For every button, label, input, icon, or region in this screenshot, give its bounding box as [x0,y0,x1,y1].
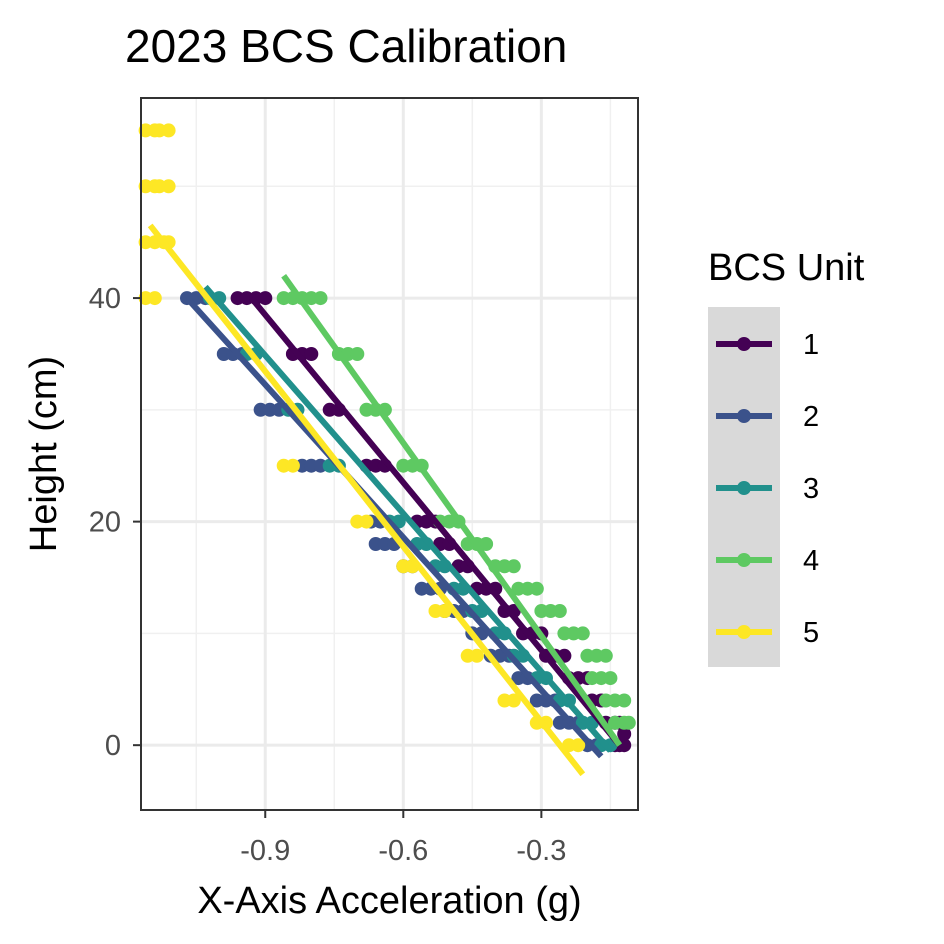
series-3-fit-line [203,284,613,753]
legend-label: 4 [803,545,819,577]
data-point [161,123,176,138]
legend-key-point [737,409,751,423]
data-point [359,514,374,529]
plot-border [140,97,639,811]
x-tick-label: -0.9 [240,835,290,867]
legend-label: 5 [803,617,819,649]
y-axis-title: Height (cm) [23,356,65,552]
legend-item-1: 1 [716,329,819,361]
data-point [506,559,521,574]
data-point [617,693,632,708]
data-point [258,291,273,306]
data-point [575,626,590,641]
x-axis-title: X-Axis Acceleration (g) [197,880,581,922]
data-point [529,581,544,596]
data-point [313,291,328,306]
series-4-fit-line [281,273,623,747]
legend-item-4: 4 [716,545,819,577]
series-5-fit-line [147,223,586,777]
data-point [506,693,521,708]
data-point [161,179,176,194]
legend-item-5: 5 [716,617,819,649]
legend-key-point [737,553,751,567]
y-tick-label: 40 [89,283,121,315]
series-1-fit-line [249,296,622,748]
chart-title: 2023 BCS Calibration [125,20,567,72]
legend-label: 3 [803,473,819,505]
legend-key-point [737,481,751,495]
data-point [479,537,494,551]
legend: BCS Unit 1 2 3 4 5 [708,247,865,667]
legend-label: 1 [803,329,819,361]
legend-item-3: 3 [716,473,819,505]
x-tick-label: -0.3 [516,835,566,867]
data-point [598,648,613,663]
legend-key-point [737,625,751,639]
series-layer [138,123,636,777]
legend-key-point [737,337,751,351]
legend-title: BCS Unit [708,247,865,289]
y-tick-label: 0 [105,730,121,762]
data-point [285,458,300,473]
legend-items: 1 2 3 4 5 [716,329,819,649]
data-point [147,291,162,306]
y-axis: 0 20 40 [89,283,141,762]
series-2-fit-line [184,296,604,759]
data-point [350,347,365,361]
legend-label: 2 [803,401,819,433]
data-point [617,727,632,741]
x-tick-label: -0.6 [378,835,428,867]
y-tick-label: 20 [89,507,121,539]
legend-item-2: 2 [716,401,819,433]
data-point [603,671,618,686]
data-point [552,604,567,618]
data-point [304,347,319,361]
data-point [469,648,484,663]
data-point [621,715,636,730]
data-point [571,738,586,753]
x-axis: -0.9 -0.6 -0.3 [240,810,566,867]
